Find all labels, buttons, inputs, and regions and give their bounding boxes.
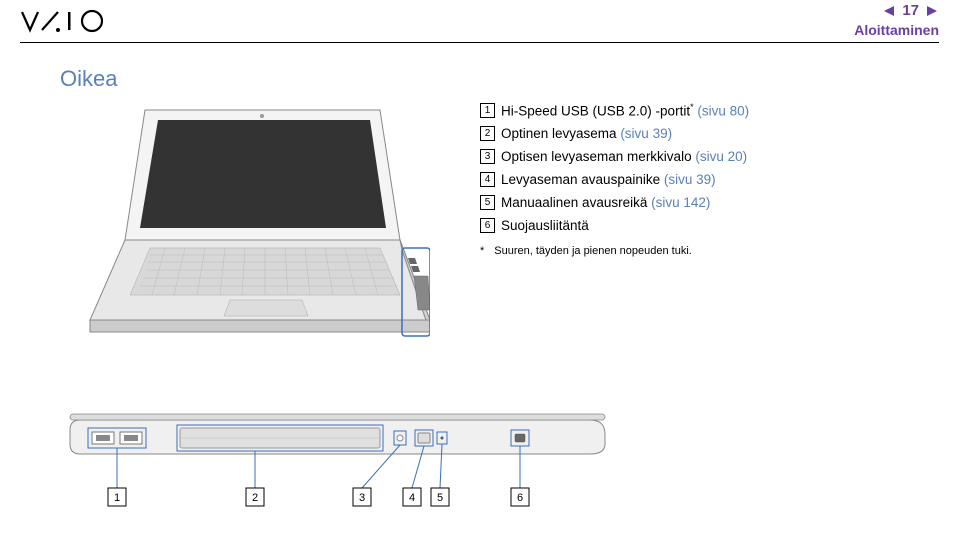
page-link[interactable]: (sivu 142) xyxy=(651,195,710,210)
item-text: Levyaseman avauspainike (sivu 39) xyxy=(501,169,716,192)
page-header: 17 Aloittaminen xyxy=(0,0,959,40)
list-item: 2 Optinen levyasema (sivu 39) xyxy=(480,123,749,146)
page-link[interactable]: (sivu 80) xyxy=(694,104,750,119)
item-number: 4 xyxy=(480,172,495,187)
header-divider xyxy=(20,42,939,43)
callout-label: 3 xyxy=(359,492,365,504)
port-list: 1 Hi-Speed USB (USB 2.0) -portit* (sivu … xyxy=(480,100,749,261)
footnote: * Suuren, täyden ja pienen nopeuden tuki… xyxy=(480,242,749,261)
prev-page-icon[interactable] xyxy=(882,5,896,17)
list-item: 6 Suojausliitäntä xyxy=(480,215,749,238)
list-item: 3 Optisen levyaseman merkkivalo (sivu 20… xyxy=(480,146,749,169)
item-number: 1 xyxy=(480,103,495,118)
footnote-mark: * xyxy=(480,242,484,261)
page-link[interactable]: (sivu 39) xyxy=(664,172,716,187)
item-number: 3 xyxy=(480,149,495,164)
item-number: 5 xyxy=(480,195,495,210)
callout-label: 5 xyxy=(437,492,443,504)
item-number: 6 xyxy=(480,218,495,233)
laptop-illustration xyxy=(70,100,430,360)
item-text: Suojausliitäntä xyxy=(501,215,589,238)
side-view-diagram: 1 2 3 4 5 6 xyxy=(60,410,620,530)
footnote-text: Suuren, täyden ja pienen nopeuden tuki. xyxy=(494,242,692,261)
page-number: 17 xyxy=(902,2,919,19)
item-text: Optisen levyaseman merkkivalo (sivu 20) xyxy=(501,146,747,169)
vaio-logo xyxy=(20,8,130,41)
callout-label: 2 xyxy=(252,492,258,504)
list-item: 5 Manuaalinen avausreikä (sivu 142) xyxy=(480,192,749,215)
page-heading: Oikea xyxy=(60,66,117,92)
page-nav: 17 xyxy=(882,2,939,19)
item-text: Manuaalinen avausreikä (sivu 142) xyxy=(501,192,710,215)
item-text: Optinen levyasema (sivu 39) xyxy=(501,123,672,146)
section-title: Aloittaminen xyxy=(854,22,939,38)
page-link[interactable]: (sivu 39) xyxy=(620,126,672,141)
list-item: 4 Levyaseman avauspainike (sivu 39) xyxy=(480,169,749,192)
content-area: Oikea xyxy=(0,60,959,502)
callout-label: 4 xyxy=(409,492,415,504)
callout-label: 1 xyxy=(114,492,120,504)
list-item: 1 Hi-Speed USB (USB 2.0) -portit* (sivu … xyxy=(480,100,749,123)
next-page-icon[interactable] xyxy=(925,5,939,17)
item-number: 2 xyxy=(480,126,495,141)
callout-label: 6 xyxy=(517,492,523,504)
item-text: Hi-Speed USB (USB 2.0) -portit* (sivu 80… xyxy=(501,100,749,123)
page-link[interactable]: (sivu 20) xyxy=(695,149,747,164)
